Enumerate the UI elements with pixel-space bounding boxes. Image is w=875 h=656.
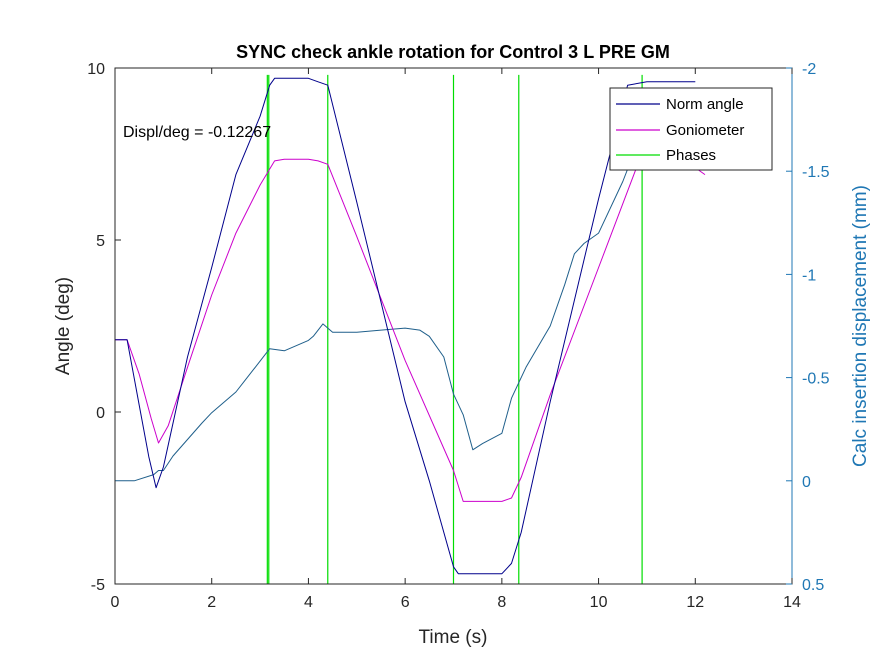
x-tick-label: 12 xyxy=(686,594,704,611)
y-right-tick-label: -1 xyxy=(802,267,816,284)
x-tick-label: 2 xyxy=(207,594,216,611)
legend-label-norm-angle: Norm angle xyxy=(666,96,744,113)
y-right-tick-label: -0.5 xyxy=(802,371,830,388)
legend-label-goniometer: Goniometer xyxy=(666,122,744,139)
legend: Norm angle Goniometer Phases xyxy=(609,87,773,171)
y-right-tick-label: -1.5 xyxy=(802,164,830,181)
x-tick-label: 10 xyxy=(590,594,608,611)
series-line-goniometer xyxy=(115,139,706,502)
x-tick-label: 0 xyxy=(111,594,120,611)
legend-box xyxy=(609,87,773,171)
y-right-axis-label: Calc insertion displacement (mm) xyxy=(850,185,871,467)
y-tick-label: 0 xyxy=(96,405,105,422)
y-axis-ticks: -5 0 5 10 xyxy=(87,61,121,594)
series-line-norm-angle xyxy=(115,77,696,575)
y-tick-label: 10 xyxy=(87,61,105,78)
displacement-annotation: Displ/deg = -0.12267 xyxy=(123,124,271,141)
y-right-tick-label: 0 xyxy=(802,474,811,491)
x-tick-label: 8 xyxy=(497,594,506,611)
y-axis-label: Angle (deg) xyxy=(53,277,74,375)
x-axis-ticks: 0 2 4 6 8 10 12 14 xyxy=(111,68,801,611)
series-layer xyxy=(115,77,706,575)
legend-label-phases: Phases xyxy=(666,147,716,164)
x-tick-label: 6 xyxy=(401,594,410,611)
x-tick-label: 4 xyxy=(304,594,313,611)
chart-title: SYNC check ankle rotation for Control 3 … xyxy=(236,42,670,62)
y-tick-label: 5 xyxy=(96,233,105,250)
y-right-axis-ticks: 0.5 0 -0.5 -1 -1.5 -2 xyxy=(786,61,830,594)
x-axis-label: Time (s) xyxy=(419,627,488,648)
x-tick-label: 14 xyxy=(783,594,801,611)
y-tick-label: -5 xyxy=(91,577,105,594)
y-right-tick-label: 0.5 xyxy=(802,577,824,594)
y-right-tick-label: -2 xyxy=(802,61,816,78)
